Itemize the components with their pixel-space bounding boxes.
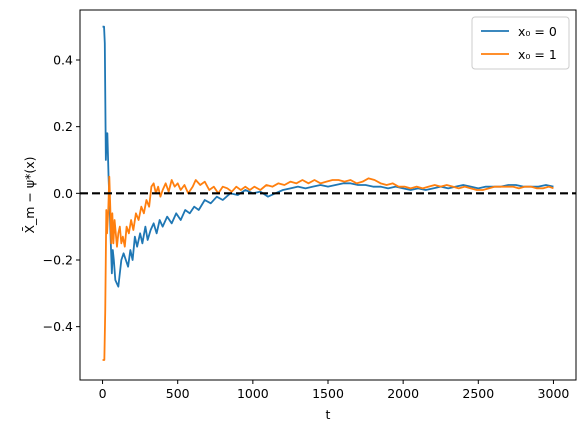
series-layer: [102, 25, 554, 361]
y-tick-label: 0.4: [53, 53, 73, 68]
y-tick-label: 0.0: [53, 186, 73, 201]
x-tick-label: 2000: [387, 386, 419, 401]
y-tick-label: 0.2: [53, 119, 73, 134]
x-tick-label: 1000: [237, 386, 269, 401]
series-line-0: [102, 25, 554, 288]
x-axis-ticks: 0 500 1000 1500 2000 2500 3000: [99, 380, 570, 401]
x-tick-label: 2500: [462, 386, 494, 401]
x-tick-label: 1500: [312, 386, 344, 401]
x-tick-label: 0: [99, 386, 107, 401]
legend-label-series-1: x₀ = 1: [518, 47, 557, 62]
legend: x₀ = 0 x₀ = 1: [471, 16, 570, 70]
series-line-1: [102, 175, 554, 361]
legend-box: [471, 16, 570, 70]
y-tick-label: −0.4: [43, 319, 73, 334]
y-axis-label: X̄_m − ψ*(x): [22, 156, 37, 233]
y-tick-label: −0.2: [43, 253, 73, 268]
legend-label-series-0: x₀ = 0: [518, 24, 557, 39]
x-tick-label: 500: [166, 386, 190, 401]
y-axis-ticks: −0.4 −0.2 0.0 0.2 0.4: [43, 53, 80, 334]
x-axis-label: t: [326, 407, 331, 422]
x-tick-label: 3000: [538, 386, 570, 401]
